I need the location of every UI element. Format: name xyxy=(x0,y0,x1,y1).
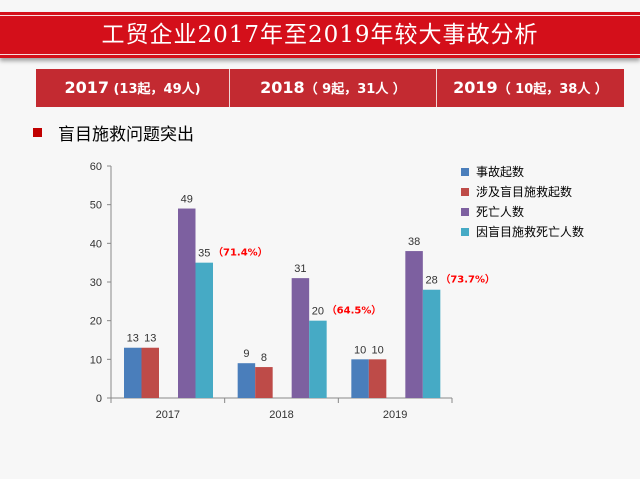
bar xyxy=(124,347,142,398)
bar xyxy=(178,208,196,398)
data-label: 35 xyxy=(198,248,210,260)
year-cell-2018: 2018（ 9起，31人 ） xyxy=(230,69,437,107)
year-cell-year: 2019 xyxy=(453,78,498,97)
year-summary-row: 2017 (13起，49人) 2018（ 9起，31人 ） 2019（ 10起，… xyxy=(36,69,624,107)
page-title: 工贸企业2017年至2019年较大事故分析 xyxy=(101,22,539,48)
y-tick-label: 30 xyxy=(90,277,102,289)
year-cell-detail: （ 9起，31人 ） xyxy=(304,82,406,97)
title-top-line xyxy=(0,15,640,16)
percentage-annotation: （71.4%） xyxy=(213,246,268,259)
data-label: 20 xyxy=(312,306,324,318)
y-tick-label: 40 xyxy=(90,238,102,250)
legend-label: 因盲目施救死亡人数 xyxy=(476,224,584,239)
legend-swatch xyxy=(461,188,469,196)
y-tick-label: 60 xyxy=(90,161,102,173)
year-cell-detail: (13起，49人) xyxy=(108,82,201,97)
legend-label: 涉及盲目施救起数 xyxy=(476,184,572,199)
year-cell-2019: 2019（ 10起，38人 ） xyxy=(437,69,624,107)
data-label: 10 xyxy=(371,344,383,356)
bar xyxy=(291,278,310,398)
legend-label: 死亡人数 xyxy=(476,204,524,219)
y-tick-label: 10 xyxy=(90,354,102,366)
percentage-annotation: （73.7%） xyxy=(440,273,495,286)
data-label: 8 xyxy=(261,352,267,364)
y-tick-label: 50 xyxy=(90,200,102,212)
bar xyxy=(309,320,327,398)
data-label: 9 xyxy=(243,348,249,360)
bullet-text: 盲目施救问题突出 xyxy=(58,124,194,145)
year-cell-2017: 2017 (13起，49人) xyxy=(36,69,230,107)
year-cell-year: 2017 xyxy=(64,78,109,97)
y-tick-label: 0 xyxy=(96,393,102,405)
year-cell-detail: （ 10起，38人 ） xyxy=(497,82,608,97)
data-label: 38 xyxy=(408,236,420,248)
data-label: 13 xyxy=(127,333,139,345)
data-label: 13 xyxy=(144,333,156,345)
bar xyxy=(255,367,273,398)
x-tick-label: 2019 xyxy=(383,409,407,421)
bar xyxy=(351,359,369,398)
x-tick-label: 2018 xyxy=(269,409,293,421)
bar xyxy=(405,251,423,398)
x-tick-label: 2017 xyxy=(156,409,180,421)
bar xyxy=(195,262,213,398)
data-label: 49 xyxy=(181,194,193,206)
y-tick-label: 20 xyxy=(90,316,102,328)
bar xyxy=(368,359,387,398)
legend-swatch xyxy=(461,228,469,236)
year-cell-year: 2018 xyxy=(260,78,305,97)
legend-swatch xyxy=(461,168,469,176)
legend-label: 事故起数 xyxy=(476,164,524,179)
bar xyxy=(141,347,159,398)
percentage-annotation: （64.5%） xyxy=(327,304,382,317)
data-label: 31 xyxy=(294,263,306,275)
bar xyxy=(237,363,256,398)
title-bottom-line xyxy=(0,54,640,55)
bar xyxy=(422,289,441,398)
data-label: 10 xyxy=(354,344,366,356)
bullet-point: 盲目施救问题突出 xyxy=(33,121,194,145)
legend-swatch xyxy=(461,208,469,216)
title-banner: 工贸企业2017年至2019年较大事故分析 xyxy=(0,12,640,58)
bullet-square-icon xyxy=(33,127,42,137)
data-label: 28 xyxy=(425,275,437,287)
